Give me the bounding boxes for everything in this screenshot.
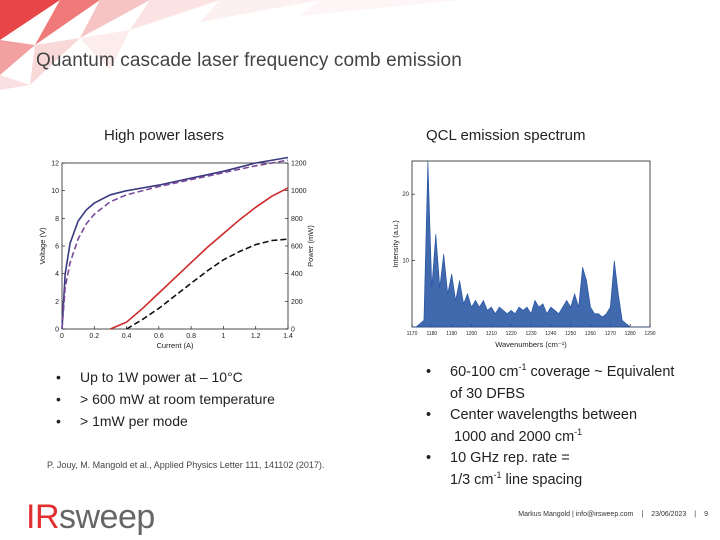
x-tick-label: 1260 bbox=[585, 331, 596, 337]
y2-tick-label: 600 bbox=[291, 244, 303, 251]
right-heading: QCL emission spectrum bbox=[426, 127, 586, 144]
x-tick-label: 0.4 bbox=[122, 333, 132, 340]
x-tick-label: 0.8 bbox=[186, 333, 196, 340]
series-line-3 bbox=[126, 238, 289, 330]
footer-author: Markus Mangold | info@irsweep.com bbox=[518, 511, 634, 518]
right-bullet-list: • 60-100 cm-1 coverage ~ Equivalent of 3… bbox=[426, 362, 716, 491]
y-tick-label: 4 bbox=[55, 271, 59, 278]
left-bullet-1: • Up to 1W power at – 10°C bbox=[56, 366, 275, 388]
left-bullet-3: • > 1mW per mode bbox=[56, 410, 275, 432]
bullet-text: Up to 1W power at – 10°C bbox=[80, 369, 243, 385]
x-tick-label: 1180 bbox=[426, 331, 437, 337]
bullet-text: > 1mW per mode bbox=[80, 413, 188, 429]
y-tick-label: 8 bbox=[55, 216, 59, 223]
series-line-0 bbox=[61, 156, 289, 330]
bullet-dot: • bbox=[56, 413, 61, 429]
y-axis-label: Voltage (V) bbox=[38, 227, 47, 265]
bullet-text: > 600 mW at room temperature bbox=[80, 391, 275, 407]
x-tick-label: 1170 bbox=[407, 331, 418, 337]
series-line-2 bbox=[110, 187, 289, 330]
left-bullet-list: • Up to 1W power at – 10°C • > 600 mW at r… bbox=[56, 366, 275, 432]
y2-tick-label: 800 bbox=[291, 216, 303, 223]
y2-tick-label: 1200 bbox=[291, 161, 307, 168]
y-axis-label: Intensity (a.u.) bbox=[391, 220, 400, 268]
bullet-dot: • bbox=[56, 391, 61, 407]
footer-date: 23/06/2023 bbox=[651, 511, 687, 518]
x-tick-label: 1250 bbox=[565, 331, 576, 337]
citation: P. Jouy, M. Mangold et al., Applied Phys… bbox=[47, 460, 325, 470]
logo-ir: IR bbox=[26, 498, 60, 536]
left-heading: High power lasers bbox=[104, 127, 225, 144]
x-tick-label: 1290 bbox=[644, 331, 655, 337]
x-axis-label: Wavenumbers (cm⁻¹) bbox=[495, 340, 567, 349]
bullet-dot: • bbox=[426, 450, 432, 466]
y-tick-label: 10 bbox=[51, 188, 59, 195]
spectrum-area bbox=[412, 160, 650, 328]
x-tick-label: 1220 bbox=[506, 331, 517, 337]
x-tick-label: 1200 bbox=[466, 331, 477, 337]
x-tick-label: 1230 bbox=[525, 331, 536, 337]
spectrum-chart: 1170 1180 1190 1200 1210 1220 1230 1240 1250 1260… bbox=[391, 160, 656, 349]
bullet-text: 10 GHz rep. rate = bbox=[450, 450, 570, 466]
plot-frame bbox=[61, 162, 289, 330]
y-tick-label: 0 bbox=[55, 327, 59, 334]
y2-tick-label: 1000 bbox=[291, 188, 307, 195]
corner-decoration bbox=[0, 0, 460, 90]
x-tick-label: 1240 bbox=[545, 331, 556, 337]
x-axis-label: Current (A) bbox=[156, 341, 194, 350]
x-tick-label: 1280 bbox=[625, 331, 636, 337]
y2-tick-label: 200 bbox=[291, 299, 303, 306]
footer-page-number: 9 bbox=[704, 511, 708, 518]
x-tick-label: 1190 bbox=[446, 331, 457, 337]
liv-chart: 0 0.2 0.4 0.6 0.8 1 1.2 1.402468101202004006008… bbox=[38, 156, 315, 350]
bullet-text: line spacing bbox=[501, 471, 583, 488]
x-tick-label: 1.4 bbox=[283, 333, 293, 340]
left-bullet-2: • > 600 mW at room temperature bbox=[56, 388, 275, 410]
x-tick-label: 1 bbox=[221, 333, 225, 340]
bullet-text: 60-100 cm bbox=[450, 364, 519, 380]
y-tick-label: 6 bbox=[55, 244, 59, 251]
y-tick-label: 2 bbox=[55, 299, 59, 306]
logo-sweep: sweep bbox=[59, 498, 155, 536]
superscript: -1 bbox=[493, 469, 502, 480]
bullet-text: Center wavelengths between bbox=[450, 407, 638, 423]
x-tick-label: 0.2 bbox=[89, 333, 99, 340]
bullet-text: of 30 DFBS bbox=[450, 385, 525, 402]
x-tick-label: 1270 bbox=[605, 331, 616, 337]
x-tick-label: 0 bbox=[60, 333, 64, 340]
footer: Markus Mangold | info@irsweep.com | 23/06/… bbox=[518, 511, 708, 518]
x-tick-label: 0.6 bbox=[154, 333, 164, 340]
x-tick-label: 1.2 bbox=[251, 333, 261, 340]
y-tick-label: 10 bbox=[402, 259, 409, 265]
bullet-dot: • bbox=[426, 407, 432, 423]
y2-tick-label: 0 bbox=[291, 327, 295, 334]
irsweep-logo: IRsweep bbox=[26, 498, 155, 537]
right-bullet-1: • 60-100 cm-1 coverage ~ Equivalent of 3… bbox=[426, 362, 716, 405]
bullet-text: 1/3 cm bbox=[450, 471, 494, 488]
y2-tick-label: 400 bbox=[291, 271, 303, 278]
right-bullet-2: • Center wavelengths between 1000 and 20… bbox=[426, 405, 716, 448]
footer-separator: | bbox=[694, 511, 697, 518]
slide-title: Quantum cascade laser frequency comb emi… bbox=[36, 50, 462, 71]
superscript: -1 bbox=[518, 362, 527, 373]
bullet-dot: • bbox=[426, 364, 432, 380]
footer-separator: | bbox=[641, 511, 644, 518]
y-tick-label: 12 bbox=[51, 161, 59, 168]
bullet-text: 1000 and 2000 cm bbox=[454, 428, 575, 445]
right-bullet-3: • 10 GHz rep. rate = 1/3 cm-1 line spaci… bbox=[426, 448, 716, 491]
bullet-dot: • bbox=[56, 369, 61, 385]
x-tick-label: 1210 bbox=[486, 331, 497, 337]
superscript: -1 bbox=[574, 426, 583, 437]
y2-axis-label: Power (mW) bbox=[306, 225, 315, 267]
bullet-text: coverage ~ Equivalent bbox=[526, 364, 675, 380]
series-line-1 bbox=[61, 159, 289, 330]
y-tick-label: 20 bbox=[402, 192, 409, 198]
